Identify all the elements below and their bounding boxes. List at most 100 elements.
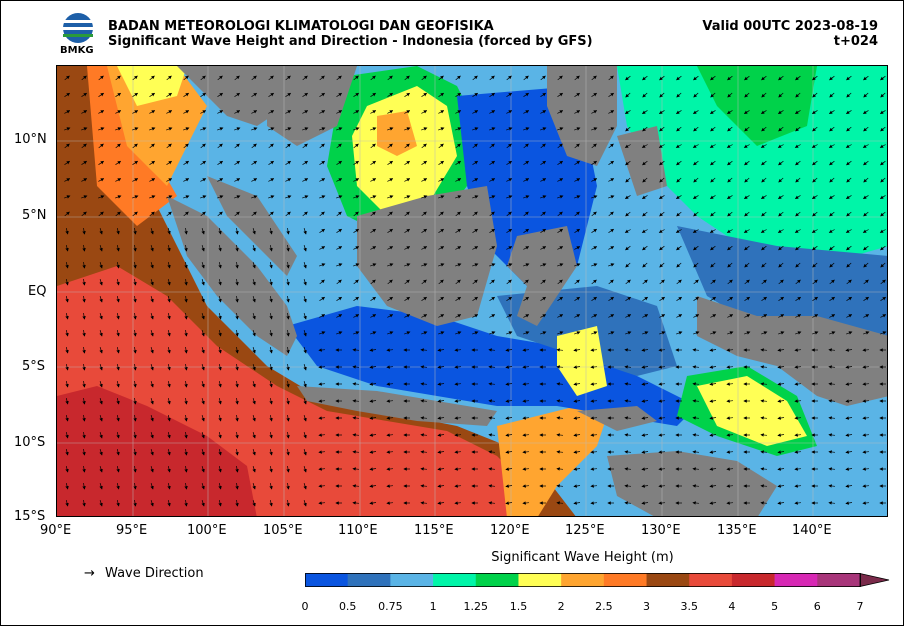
wave-arrow — [352, 433, 360, 437]
wave-arrow — [591, 279, 597, 285]
wave-arrow — [506, 75, 512, 81]
wave-arrow — [523, 296, 530, 301]
wave-arrow — [726, 144, 733, 148]
wave-arrow — [200, 211, 206, 217]
wave-arrow — [829, 177, 835, 183]
wave-arrow — [116, 415, 120, 422]
wave-arrow — [642, 245, 648, 251]
wave-arrow — [268, 127, 275, 131]
wave-arrow — [472, 195, 479, 199]
wave-arrow — [777, 416, 785, 420]
wave-arrow — [641, 416, 649, 420]
wave-arrow — [353, 263, 360, 267]
wave-arrow — [557, 195, 564, 199]
wave-arrow — [727, 177, 733, 183]
wave-arrow — [523, 110, 530, 114]
wave-arrow — [370, 228, 377, 233]
wave-arrow — [217, 195, 224, 199]
wave-arrow — [252, 397, 256, 405]
wave-arrow — [693, 331, 700, 335]
wave-arrow — [455, 314, 462, 318]
wave-arrow — [252, 380, 256, 388]
wave-arrow — [455, 279, 461, 285]
wave-arrow — [115, 75, 121, 81]
wave-arrow — [455, 211, 461, 217]
wave-arrow — [693, 160, 699, 166]
wave-arrow — [455, 296, 462, 301]
wave-arrow — [880, 177, 886, 183]
wave-arrow — [523, 279, 529, 285]
wave-arrow — [201, 329, 205, 337]
wave-arrow — [268, 160, 275, 165]
wave-arrow — [251, 110, 258, 114]
wave-arrow — [183, 75, 189, 81]
wave-arrow — [251, 75, 257, 81]
wave-arrow — [421, 127, 428, 131]
wave-arrow — [761, 126, 767, 132]
wave-arrow — [133, 244, 137, 252]
wave-arrow — [574, 143, 580, 149]
wave-arrow — [421, 143, 427, 149]
wave-arrow — [99, 448, 103, 456]
wave-arrow — [115, 211, 121, 217]
wave-arrow — [217, 110, 224, 114]
wave-arrow — [489, 314, 496, 318]
wave-arrow — [692, 399, 700, 403]
wave-arrow — [336, 246, 343, 250]
wave-arrow — [624, 110, 631, 114]
wave-arrow — [846, 92, 852, 98]
wave-arrow — [846, 245, 852, 251]
wave-arrow — [303, 295, 307, 303]
wave-arrow — [710, 211, 716, 217]
wave-arrow — [845, 382, 853, 386]
wave-arrow — [252, 329, 256, 337]
wave-arrow — [828, 195, 835, 199]
wave-arrow — [116, 313, 120, 320]
wave-arrow — [437, 399, 445, 403]
wave-arrow — [319, 211, 325, 217]
wave-arrow — [794, 399, 802, 403]
wave-arrow — [99, 312, 103, 320]
wave-arrow — [863, 160, 869, 166]
wave-arrow — [116, 262, 120, 269]
wave-arrow — [709, 416, 717, 420]
wave-arrow — [811, 144, 818, 148]
wave-arrow — [880, 314, 887, 318]
wave-arrow — [608, 246, 615, 250]
wave-arrow — [676, 211, 682, 217]
wave-arrow — [132, 110, 139, 114]
wave-arrow — [846, 331, 853, 335]
wave-arrow — [863, 296, 870, 301]
wave-arrow — [421, 195, 428, 199]
wave-arrow — [828, 110, 835, 114]
wave-arrow — [692, 382, 700, 386]
wave-arrow — [727, 126, 733, 132]
wave-arrow — [234, 92, 241, 97]
wave-arrow — [303, 346, 307, 354]
wave-arrow — [150, 414, 154, 422]
wave-arrow — [625, 314, 632, 318]
wave-arrow — [116, 245, 120, 252]
wave-arrow — [845, 416, 853, 420]
wave-arrow — [692, 365, 700, 369]
wave-arrow — [235, 363, 239, 371]
wave-arrow — [438, 246, 445, 250]
wave-arrow — [184, 346, 188, 354]
wave-arrow — [302, 92, 309, 97]
wave-arrow — [506, 178, 513, 182]
wave-arrow — [777, 348, 785, 352]
wave-arrow — [455, 127, 462, 131]
wave-arrow — [455, 195, 462, 199]
wave-arrow — [727, 279, 733, 285]
wave-arrow — [369, 348, 377, 352]
wave-arrow — [659, 314, 666, 318]
wave-arrow — [591, 178, 598, 182]
wave-arrow — [846, 177, 852, 183]
wave-arrow — [235, 278, 239, 286]
wave-arrow — [625, 296, 632, 301]
wave-arrow — [132, 178, 139, 182]
wave-arrow — [302, 160, 309, 165]
wave-arrow — [370, 178, 377, 182]
wave-arrow — [846, 296, 853, 301]
wave-arrow — [760, 144, 767, 148]
